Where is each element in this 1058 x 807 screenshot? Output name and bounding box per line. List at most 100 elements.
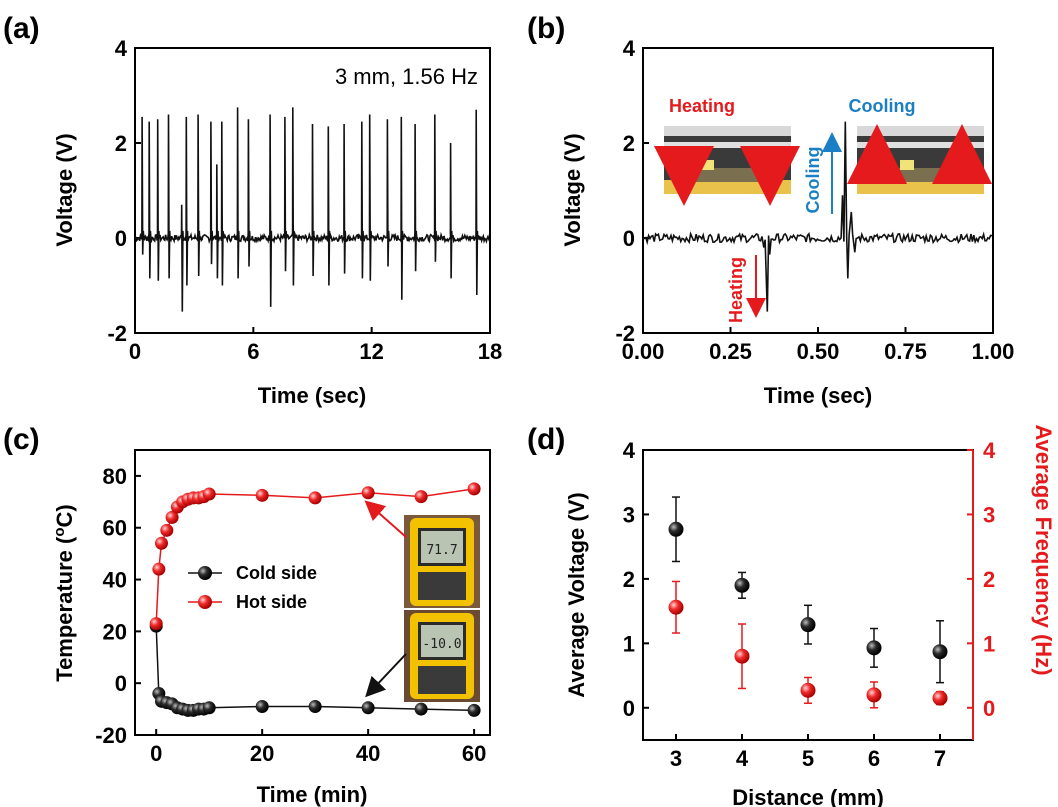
legend-cold-label: Cold side — [236, 563, 317, 583]
panel-c-legend: Cold side Hot side — [188, 563, 317, 612]
cold-meter-reading: -10.0 — [422, 637, 461, 652]
y-tick-label: 0 — [115, 671, 127, 696]
x-tick-label: 0.50 — [797, 339, 840, 364]
panel-c-x-label: Time (min) — [257, 782, 368, 807]
data-point-hot — [467, 482, 481, 496]
panel-d-right-y-ticks: 0 1 2 3 4 — [967, 438, 996, 721]
panel-a-annotation: 3 mm, 1.56 Hz — [335, 64, 478, 89]
data-point-cold — [308, 700, 322, 713]
y-tick-label: 2 — [115, 131, 127, 156]
y-tick-label: 0 — [115, 226, 127, 251]
data-point-hot — [152, 562, 166, 576]
data-point-hot — [160, 523, 174, 537]
right-y-tick-label: 0 — [983, 696, 995, 721]
x-tick-label: 5 — [802, 746, 814, 771]
panel-b: (b) -2 0 2 4 0.00 0.25 0.50 0.75 1.00 Heating C… — [527, 12, 1014, 408]
panel-c-hot-arrow — [364, 500, 407, 538]
data-point-voltage — [866, 640, 882, 656]
data-point-hot — [308, 491, 322, 505]
x-tick-label: 40 — [356, 741, 380, 766]
y-tick-label: 3 — [623, 502, 635, 527]
panel-c-cold-meter-photo: -10.0 — [404, 610, 480, 702]
panel-b-x-label: Time (sec) — [764, 383, 872, 408]
y-tick-label: -2 — [615, 321, 635, 346]
panel-c-y-label-sup: o — [51, 527, 68, 536]
x-tick-label: 0.00 — [622, 339, 665, 364]
panel-c-y-label-start: Temperature ( — [52, 536, 77, 682]
panel-b-cooling-arrow-label: Cooling — [803, 147, 823, 214]
panel-c-y-label: Temperature (oC) — [51, 504, 77, 681]
x-tick-label: 60 — [462, 741, 486, 766]
panel-c-y-ticks: -20 0 20 40 60 80 — [95, 464, 141, 748]
y-tick-label: 4 — [115, 36, 128, 61]
panel-a-x-label: Time (sec) — [258, 383, 366, 408]
right-y-tick-label: 4 — [983, 438, 996, 463]
right-y-tick-label: 3 — [983, 502, 995, 527]
panel-c-y-label-end: C) — [52, 504, 77, 527]
data-point-frequency — [668, 599, 684, 615]
data-point-voltage — [800, 617, 816, 633]
panel-d-y-ticks: 0 1 2 3 4 — [623, 438, 649, 721]
hot-meter-reading: 71.7 — [426, 543, 457, 558]
data-point-hot — [165, 510, 179, 524]
panel-b-cooling-photo — [847, 124, 992, 194]
panel-c-x-ticks: 0 20 40 60 — [150, 729, 486, 766]
legend-hot-label: Hot side — [236, 592, 307, 612]
panel-b-y-ticks: -2 0 2 4 — [615, 36, 649, 346]
panel-c-frame — [134, 449, 491, 736]
y-tick-label: 4 — [623, 36, 636, 61]
y-tick-label: 20 — [103, 619, 127, 644]
y-tick-label: 0 — [623, 696, 635, 721]
right-y-tick-label: 1 — [983, 631, 995, 656]
data-point-voltage — [668, 521, 684, 537]
data-point-cold — [414, 702, 428, 716]
panel-d-x-ticks: 3 4 5 6 7 — [670, 734, 946, 771]
data-point-hot — [361, 486, 375, 500]
panel-a-x-ticks: 0 6 12 18 — [129, 327, 502, 364]
panel-c-series — [149, 482, 481, 717]
data-point-cold — [361, 701, 375, 715]
panel-d-right-y-label: Average Frequency (Hz) — [1031, 424, 1056, 675]
panel-b-x-ticks: 0.00 0.25 0.50 0.75 1.00 — [622, 327, 1015, 364]
data-point-cold — [202, 701, 216, 715]
x-tick-label: 20 — [250, 741, 274, 766]
x-tick-label: 12 — [359, 339, 383, 364]
panel-b-y-label: Voltage (V) — [560, 133, 585, 246]
panel-d-series — [668, 496, 948, 709]
panel-a-y-ticks: -2 0 2 4 — [107, 36, 141, 346]
panel-b-heating-inset-label: Heating — [669, 96, 735, 116]
panel-c-hot-meter-photo: 71.7 — [404, 515, 480, 608]
y-tick-label: 0 — [623, 226, 635, 251]
data-point-hot — [202, 487, 216, 501]
y-tick-label: -20 — [95, 723, 127, 748]
panel-d: (d) 0 1 2 3 4 0 1 2 3 4 3 4 5 6 7 Distance (mm) Aver… — [527, 423, 1056, 807]
panel-c-cold-arrow — [365, 653, 407, 698]
legend-cold-marker — [198, 566, 212, 580]
panel-c-tag: (c) — [3, 423, 40, 456]
data-point-cold — [467, 703, 481, 717]
panel-a-frame — [134, 47, 491, 334]
y-tick-label: 1 — [623, 631, 635, 656]
x-tick-label: 4 — [736, 746, 749, 771]
panel-b-heating-arrow-label: Heating — [726, 257, 746, 323]
panel-a-y-label: Voltage (V) — [52, 133, 77, 246]
panel-d-y-label: Average Voltage (V) — [564, 492, 589, 697]
y-tick-label: 2 — [623, 131, 635, 156]
x-tick-label: 7 — [934, 746, 946, 771]
legend-hot-marker — [198, 595, 212, 609]
data-point-hot — [154, 536, 168, 550]
panel-a-tag: (a) — [3, 12, 40, 45]
x-tick-label: 0.75 — [884, 339, 927, 364]
panel-b-cooling-inset-label: Cooling — [849, 96, 916, 116]
y-tick-label: 80 — [103, 464, 127, 489]
x-tick-label: 0 — [129, 339, 141, 364]
panel-d-tag: (d) — [527, 423, 565, 456]
x-tick-label: 1.00 — [972, 339, 1015, 364]
data-point-hot — [255, 488, 269, 502]
data-point-voltage — [932, 644, 948, 660]
x-tick-label: 6 — [247, 339, 259, 364]
right-y-tick-label: 2 — [983, 567, 995, 592]
x-tick-label: 6 — [868, 746, 880, 771]
